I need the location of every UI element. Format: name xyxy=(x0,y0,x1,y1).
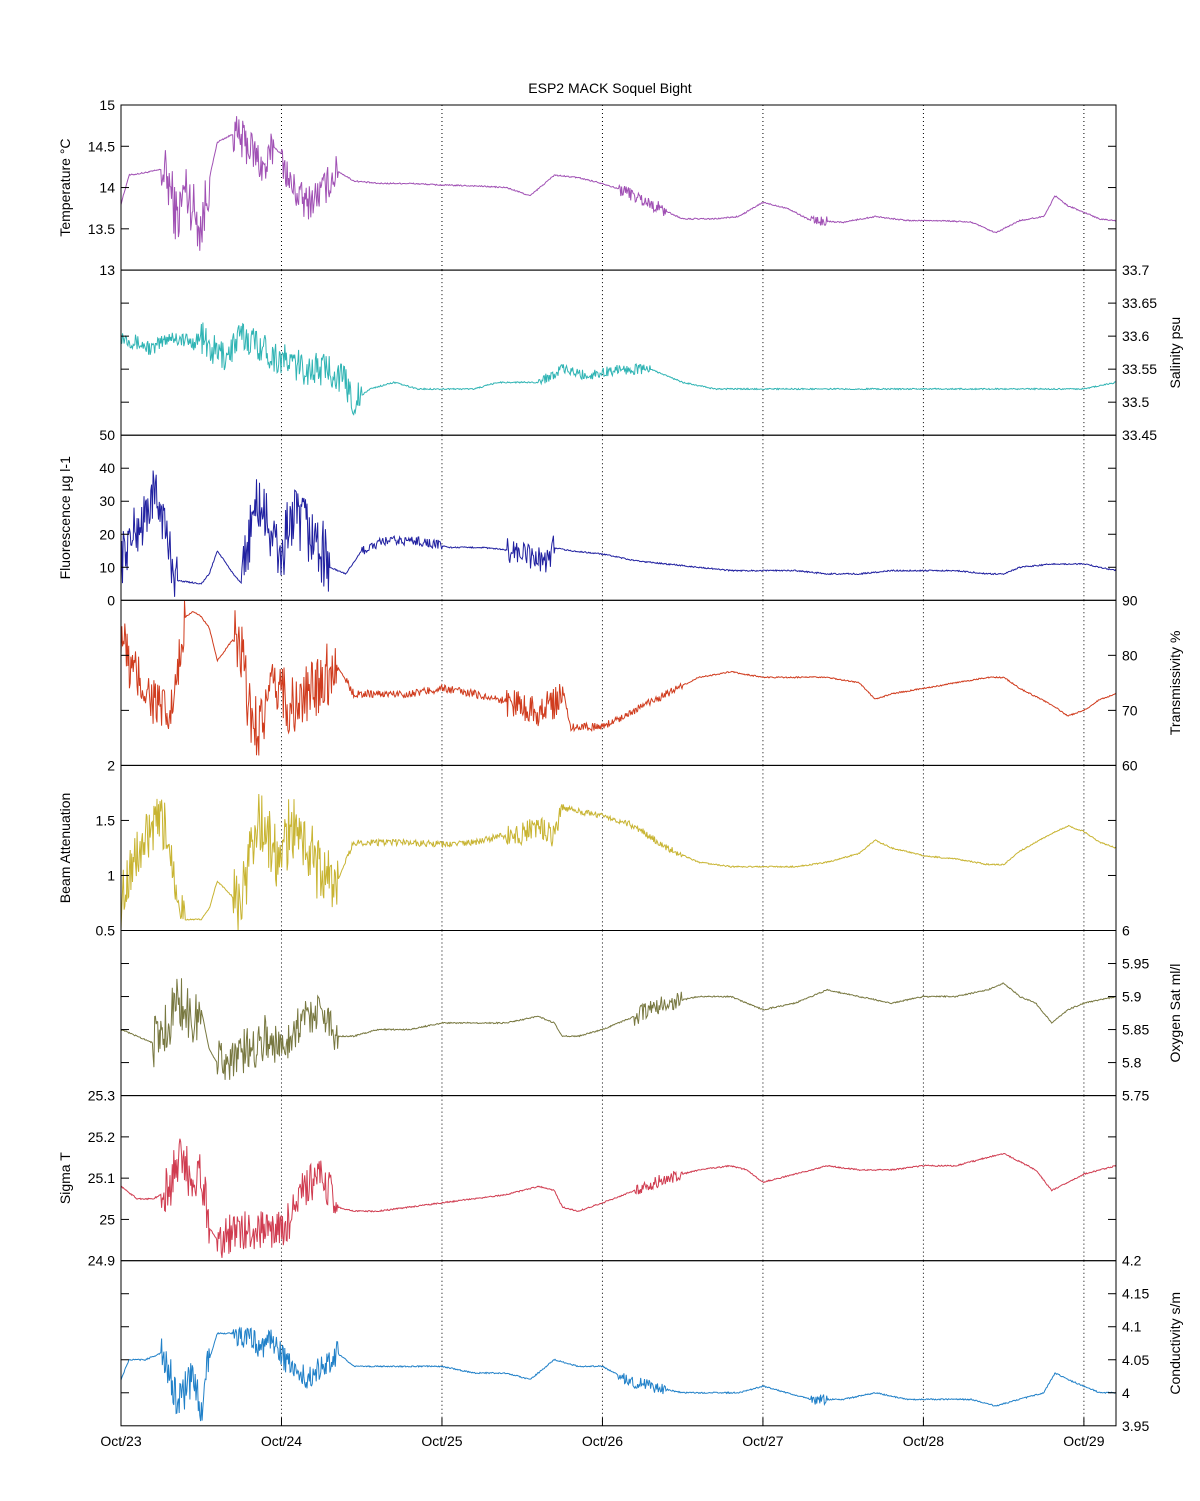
y-axis-label: Transmissivity % xyxy=(1167,631,1183,736)
y-tick-label: 3.95 xyxy=(1122,1418,1149,1434)
y-axis-label: Temperature °C xyxy=(57,138,73,236)
y-tick-label: 25.3 xyxy=(88,1088,115,1104)
y-tick-label: 33.45 xyxy=(1122,427,1157,443)
panel-1: 33.45 33.5 33.55 33.6 33.65 33.7 Salinity psu xyxy=(120,262,1183,443)
series-line xyxy=(120,116,1117,251)
y-tick-label: 0 xyxy=(107,592,115,608)
y-tick-label: 5.9 xyxy=(1122,989,1142,1005)
y-tick-label: 70 xyxy=(1122,702,1138,718)
panel-2: 0 10 20 30 40 50 Fluorescence µg l-1 xyxy=(57,427,1117,608)
x-tick-label: Oct/29 xyxy=(1063,1433,1104,1449)
series-line xyxy=(120,793,1117,931)
y-tick-label: 50 xyxy=(99,427,115,443)
y-tick-label: 33.6 xyxy=(1122,328,1149,344)
y-axis-label: Salinity psu xyxy=(1167,317,1183,389)
y-axis-label: Beam Attenuation xyxy=(57,793,73,904)
x-tick-label: Oct/27 xyxy=(742,1433,783,1449)
series-line xyxy=(120,1326,1117,1422)
y-tick-label: 5.8 xyxy=(1122,1055,1142,1071)
panel-4: 0.5 1 1.5 2 Beam Attenuation xyxy=(57,757,1117,939)
panel-0: 13 13.5 14 14.5 15 Temperature °C xyxy=(57,97,1117,278)
x-tick-label: Oct/28 xyxy=(903,1433,944,1449)
y-tick-label: 14.5 xyxy=(88,138,115,154)
panel-3: 60 70 80 90 Transmissivity % xyxy=(120,592,1183,773)
y-tick-label: 4.2 xyxy=(1122,1253,1142,1269)
panel-frame xyxy=(120,930,1117,1097)
y-tick-label: 14 xyxy=(99,180,115,196)
panel-frame xyxy=(120,1095,1117,1262)
figure-title: ESP2 MACK Soquel Bight xyxy=(528,80,692,96)
series-line xyxy=(120,600,1117,756)
panel-frame xyxy=(120,434,1117,601)
y-tick-label: 90 xyxy=(1122,592,1138,608)
y-tick-label: 6 xyxy=(1122,923,1130,939)
y-tick-label: 33.5 xyxy=(1122,394,1149,410)
y-axis-label: Sigma T xyxy=(57,1152,73,1204)
y-tick-label: 5.75 xyxy=(1122,1088,1149,1104)
y-axis-label: Oxygen Sat ml/l xyxy=(1167,964,1183,1063)
y-tick-label: 60 xyxy=(1122,757,1138,773)
y-tick-label: 4.15 xyxy=(1122,1286,1149,1302)
y-tick-label: 80 xyxy=(1122,647,1138,663)
y-tick-label: 40 xyxy=(99,460,115,476)
y-tick-label: 20 xyxy=(99,526,115,542)
y-tick-label: 25.2 xyxy=(88,1129,115,1145)
x-tick-label: Oct/23 xyxy=(100,1433,141,1449)
x-tick-label: Oct/24 xyxy=(261,1433,302,1449)
x-axis: Oct/23 Oct/24 Oct/25 Oct/26 Oct/27 Oct/28 Oct/… xyxy=(100,1417,1105,1449)
y-tick-label: 25.1 xyxy=(88,1170,115,1186)
x-tick-label: Oct/26 xyxy=(582,1433,623,1449)
y-tick-label: 1.5 xyxy=(96,812,116,828)
y-tick-label: 10 xyxy=(99,559,115,575)
panel-frame xyxy=(120,1260,1117,1427)
y-tick-label: 1 xyxy=(107,867,115,883)
panel-frame xyxy=(120,269,1117,436)
y-tick-label: 4.05 xyxy=(1122,1352,1149,1368)
y-tick-label: 5.85 xyxy=(1122,1022,1149,1038)
series-line xyxy=(120,1138,1117,1258)
y-tick-label: 24.9 xyxy=(88,1253,115,1269)
y-tick-label: 15 xyxy=(99,97,115,113)
panel-6: 24.9 25 25.1 25.2 25.3 Sigma T xyxy=(57,1088,1117,1269)
y-tick-label: 33.7 xyxy=(1122,262,1149,278)
y-tick-label: 13.5 xyxy=(88,221,115,237)
panel-7: 3.95 4 4.05 4.1 4.15 4.2 Conductivity s/m xyxy=(120,1253,1183,1434)
y-tick-label: 25 xyxy=(99,1211,115,1227)
series-line xyxy=(120,978,1117,1080)
y-axis-label: Conductivity s/m xyxy=(1167,1292,1183,1395)
y-tick-label: 0.5 xyxy=(96,923,116,939)
y-tick-label: 2 xyxy=(107,757,115,773)
y-tick-label: 13 xyxy=(99,262,115,278)
y-tick-label: 30 xyxy=(99,493,115,509)
y-tick-label: 4.1 xyxy=(1122,1319,1142,1335)
series-line xyxy=(120,322,1117,416)
panel-5: 5.75 5.8 5.85 5.9 5.95 6 Oxygen Sat ml/l xyxy=(120,923,1183,1104)
series-line xyxy=(120,470,1117,597)
y-tick-label: 4 xyxy=(1122,1385,1130,1401)
y-tick-label: 5.95 xyxy=(1122,956,1149,972)
y-tick-label: 33.65 xyxy=(1122,295,1157,311)
y-tick-label: 33.55 xyxy=(1122,361,1157,377)
y-axis-label: Fluorescence µg l-1 xyxy=(57,456,73,579)
x-tick-label: Oct/25 xyxy=(421,1433,462,1449)
